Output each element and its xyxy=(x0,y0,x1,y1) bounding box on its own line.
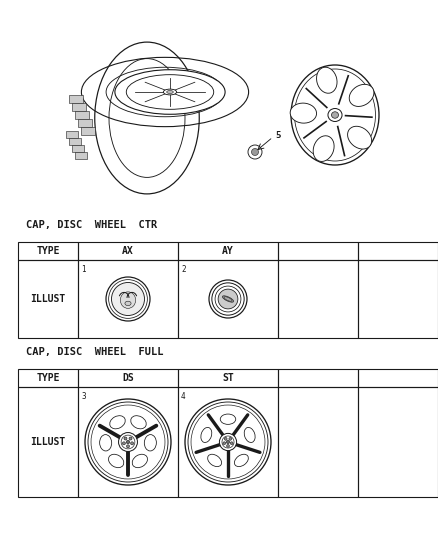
Bar xyxy=(358,387,438,497)
Text: ILLUST: ILLUST xyxy=(30,437,66,447)
Bar xyxy=(18,242,78,260)
Ellipse shape xyxy=(99,434,112,451)
Bar xyxy=(78,387,178,497)
Ellipse shape xyxy=(291,65,379,165)
Ellipse shape xyxy=(208,454,222,466)
Text: TYPE: TYPE xyxy=(36,373,60,383)
Text: 1: 1 xyxy=(81,265,85,274)
Circle shape xyxy=(226,445,230,447)
Bar xyxy=(66,131,78,138)
Ellipse shape xyxy=(110,416,125,429)
Ellipse shape xyxy=(201,427,212,442)
Bar xyxy=(72,145,84,152)
Circle shape xyxy=(119,433,138,451)
Ellipse shape xyxy=(328,109,342,122)
Circle shape xyxy=(126,440,130,443)
Bar xyxy=(72,103,86,111)
Bar xyxy=(18,260,78,338)
Bar xyxy=(278,242,358,260)
Ellipse shape xyxy=(115,70,225,114)
Ellipse shape xyxy=(223,296,233,302)
Bar xyxy=(178,242,278,260)
Ellipse shape xyxy=(224,297,232,301)
Bar xyxy=(78,242,178,260)
Ellipse shape xyxy=(167,91,173,93)
Ellipse shape xyxy=(109,454,124,467)
Text: AY: AY xyxy=(222,246,234,256)
Bar xyxy=(178,260,278,338)
Bar xyxy=(18,387,78,497)
Bar xyxy=(75,152,87,159)
Text: 3: 3 xyxy=(81,392,85,401)
Ellipse shape xyxy=(244,427,255,442)
Text: 2: 2 xyxy=(181,265,186,274)
Bar xyxy=(358,369,438,387)
Bar xyxy=(358,242,438,260)
Bar xyxy=(278,260,358,338)
Bar xyxy=(178,387,278,497)
Circle shape xyxy=(251,149,258,156)
Ellipse shape xyxy=(120,292,136,309)
Circle shape xyxy=(124,437,127,440)
Ellipse shape xyxy=(317,67,337,93)
Ellipse shape xyxy=(163,89,177,95)
Circle shape xyxy=(248,145,262,159)
Circle shape xyxy=(224,438,227,440)
Bar xyxy=(81,127,95,135)
Circle shape xyxy=(127,445,130,448)
Circle shape xyxy=(229,438,232,440)
Text: ILLUST: ILLUST xyxy=(30,294,66,304)
Ellipse shape xyxy=(349,84,374,107)
Circle shape xyxy=(122,442,125,445)
Ellipse shape xyxy=(234,454,248,466)
Ellipse shape xyxy=(348,126,372,149)
Bar xyxy=(278,369,358,387)
Text: AX: AX xyxy=(122,246,134,256)
Text: 5: 5 xyxy=(275,131,280,140)
Circle shape xyxy=(230,442,233,445)
Bar xyxy=(358,260,438,338)
Ellipse shape xyxy=(132,454,148,467)
Bar xyxy=(75,111,89,119)
Ellipse shape xyxy=(145,434,156,451)
Circle shape xyxy=(106,277,150,321)
Text: TYPE: TYPE xyxy=(36,246,60,256)
Ellipse shape xyxy=(131,416,146,429)
Text: DS: DS xyxy=(122,373,134,383)
Circle shape xyxy=(185,399,271,485)
Circle shape xyxy=(129,437,132,440)
Bar xyxy=(178,369,278,387)
Circle shape xyxy=(85,399,171,485)
Text: CAP, DISC  WHEEL  CTR: CAP, DISC WHEEL CTR xyxy=(26,220,157,230)
Circle shape xyxy=(226,440,230,443)
Ellipse shape xyxy=(290,103,317,123)
Bar xyxy=(78,369,178,387)
Bar xyxy=(78,119,92,127)
Ellipse shape xyxy=(313,136,334,161)
Text: CAP, DISC  WHEEL  FULL: CAP, DISC WHEEL FULL xyxy=(26,347,163,357)
Bar xyxy=(69,138,81,145)
Ellipse shape xyxy=(125,301,131,305)
Bar xyxy=(78,260,178,338)
Circle shape xyxy=(112,282,145,316)
Text: 4: 4 xyxy=(181,392,186,401)
Circle shape xyxy=(219,433,237,450)
Bar xyxy=(69,95,83,103)
Circle shape xyxy=(209,280,247,318)
Bar xyxy=(278,387,358,497)
Circle shape xyxy=(131,442,134,445)
Bar xyxy=(18,369,78,387)
Text: ST: ST xyxy=(222,373,234,383)
Circle shape xyxy=(223,442,226,445)
Ellipse shape xyxy=(332,112,339,118)
Circle shape xyxy=(218,289,238,309)
Ellipse shape xyxy=(220,414,236,424)
